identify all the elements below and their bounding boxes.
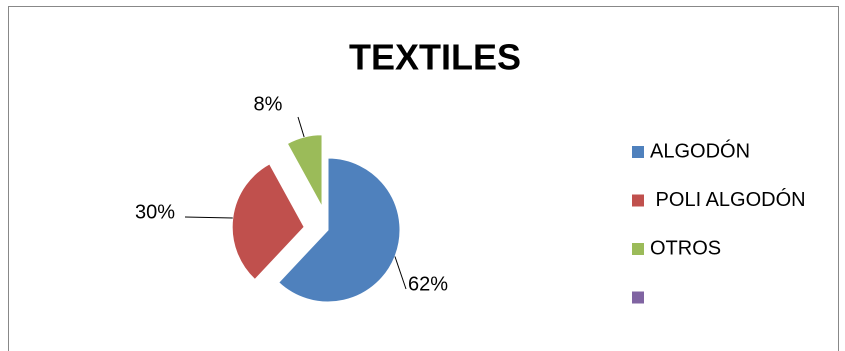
legend-swatch bbox=[632, 146, 644, 158]
legend-swatch bbox=[632, 291, 644, 304]
chart-frame bbox=[8, 6, 839, 351]
legend-swatch bbox=[632, 243, 644, 255]
leader-line bbox=[297, 116, 305, 138]
chart-title: TEXTILES bbox=[349, 37, 521, 78]
pie-slice bbox=[278, 157, 401, 303]
data-label: 62% bbox=[408, 273, 448, 295]
leader-line bbox=[394, 256, 407, 290]
leader-line bbox=[184, 216, 233, 219]
legend-swatch bbox=[632, 194, 644, 207]
legend-label: ALGODÓN bbox=[650, 139, 750, 162]
legend-label: POLI ALGODÓN bbox=[650, 188, 806, 211]
legend-label: OTROS bbox=[650, 237, 721, 259]
data-label: 30% bbox=[135, 201, 175, 223]
data-label: 8% bbox=[254, 93, 283, 115]
